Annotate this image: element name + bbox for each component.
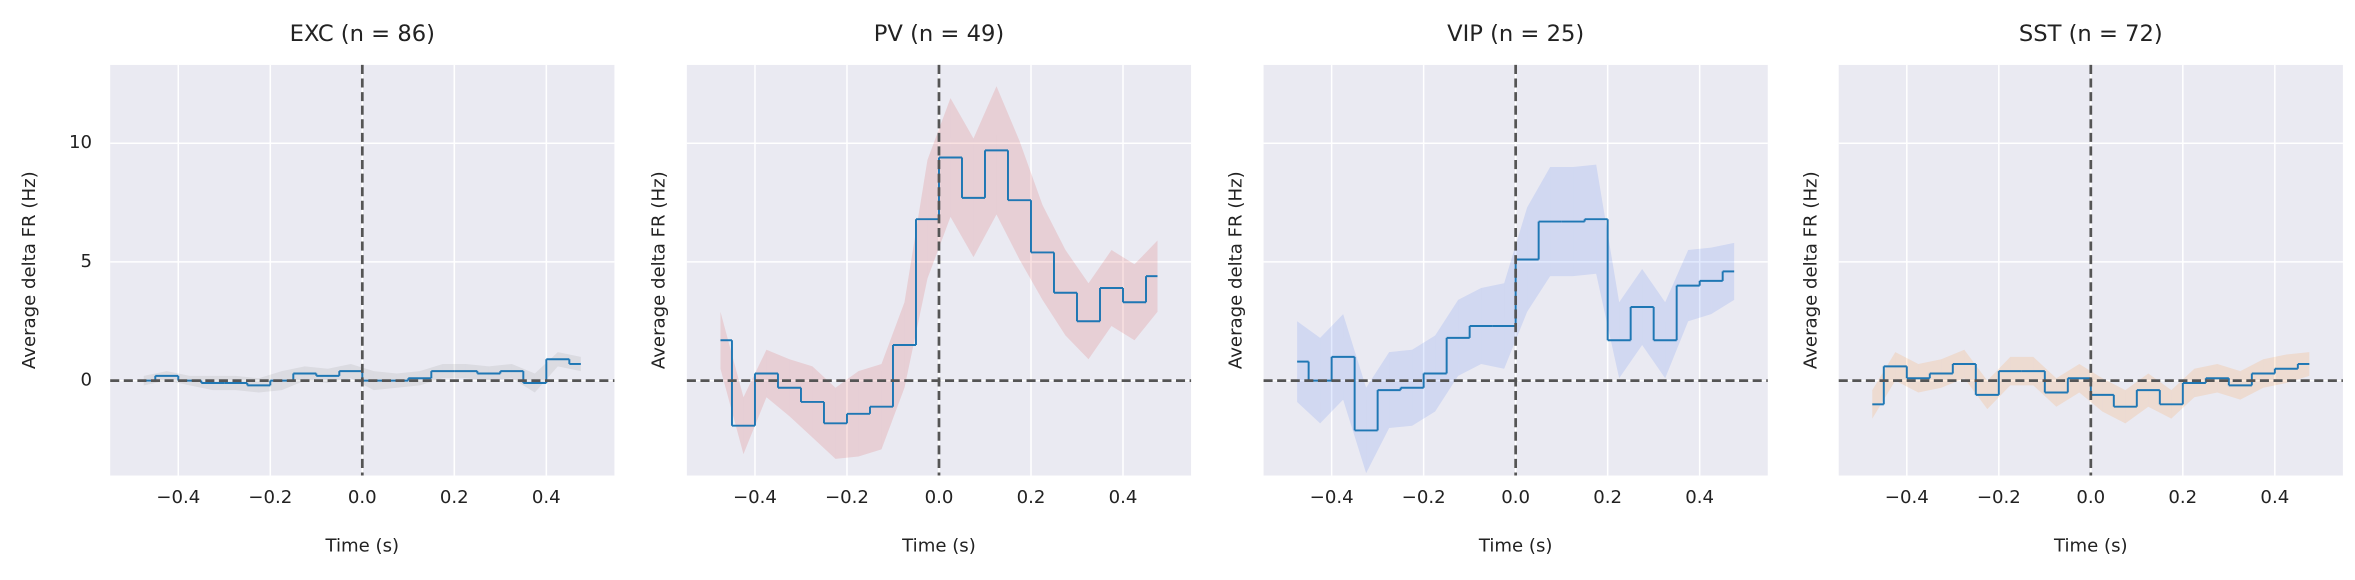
- x-tick-label: 0.4: [1685, 487, 1714, 508]
- y-tick-label: 10: [69, 132, 92, 153]
- x-tick-label: −0.4: [1885, 487, 1929, 508]
- x-tick-label: −0.2: [825, 487, 869, 508]
- x-tick-label: −0.2: [1402, 487, 1446, 508]
- x-tick-label: 0.0: [2076, 487, 2105, 508]
- chart-title: EXC (n = 86): [290, 21, 435, 47]
- panel: −0.4 −0.2 0.0 0.2 0.4 SST (n = 72) Time (s) Ave…: [1801, 21, 2343, 556]
- x-tick-label: 0.2: [1017, 487, 1046, 508]
- chart-title: VIP (n = 25): [1447, 21, 1584, 47]
- x-tick-label: 0.4: [532, 487, 561, 508]
- y-axis-label: Average delta FR (Hz): [19, 171, 40, 369]
- x-axis-label: Time (s): [901, 535, 976, 556]
- panel: −0.4 −0.2 0.0 0.2 0.4 VIP (n = 25) Time (s) Ave…: [1225, 21, 1768, 556]
- x-tick-label: 0.0: [925, 487, 954, 508]
- x-tick-label: 0.0: [1501, 487, 1530, 508]
- x-axis-label: Time (s): [324, 535, 399, 556]
- x-tick-label: 0.4: [1109, 487, 1138, 508]
- x-axis-label: Time (s): [2053, 535, 2128, 556]
- x-tick-label: 0.0: [348, 487, 377, 508]
- x-tick-label: −0.2: [248, 487, 292, 508]
- y-tick-label: 5: [81, 251, 93, 272]
- x-tick-label: 0.2: [440, 487, 469, 508]
- panel: −0.4 −0.2 0.0 0.2 0.4 PV (n = 49) Time (s) Aver…: [649, 21, 1192, 556]
- y-axis-label: Average delta FR (Hz): [1801, 171, 1822, 369]
- y-axis-label: Average delta FR (Hz): [649, 171, 670, 369]
- x-tick-label: −0.4: [733, 487, 777, 508]
- x-axis-label: Time (s): [1478, 535, 1553, 556]
- chart-title: SST (n = 72): [2019, 21, 2163, 47]
- chart-title: PV (n = 49): [874, 21, 1004, 47]
- y-tick-label: 0: [81, 370, 93, 391]
- x-tick-label: 0.2: [1593, 487, 1622, 508]
- panel: −0.4 −0.2 0.0 0.2 0.4 0 5 10 EXC (n = 86) Time (s…: [19, 21, 615, 556]
- x-tick-label: 0.2: [2168, 487, 2197, 508]
- y-axis-label: Average delta FR (Hz): [1225, 171, 1246, 369]
- x-tick-label: −0.4: [1310, 487, 1354, 508]
- x-tick-label: 0.4: [2260, 487, 2289, 508]
- x-tick-label: −0.2: [1977, 487, 2021, 508]
- x-tick-label: −0.4: [156, 487, 200, 508]
